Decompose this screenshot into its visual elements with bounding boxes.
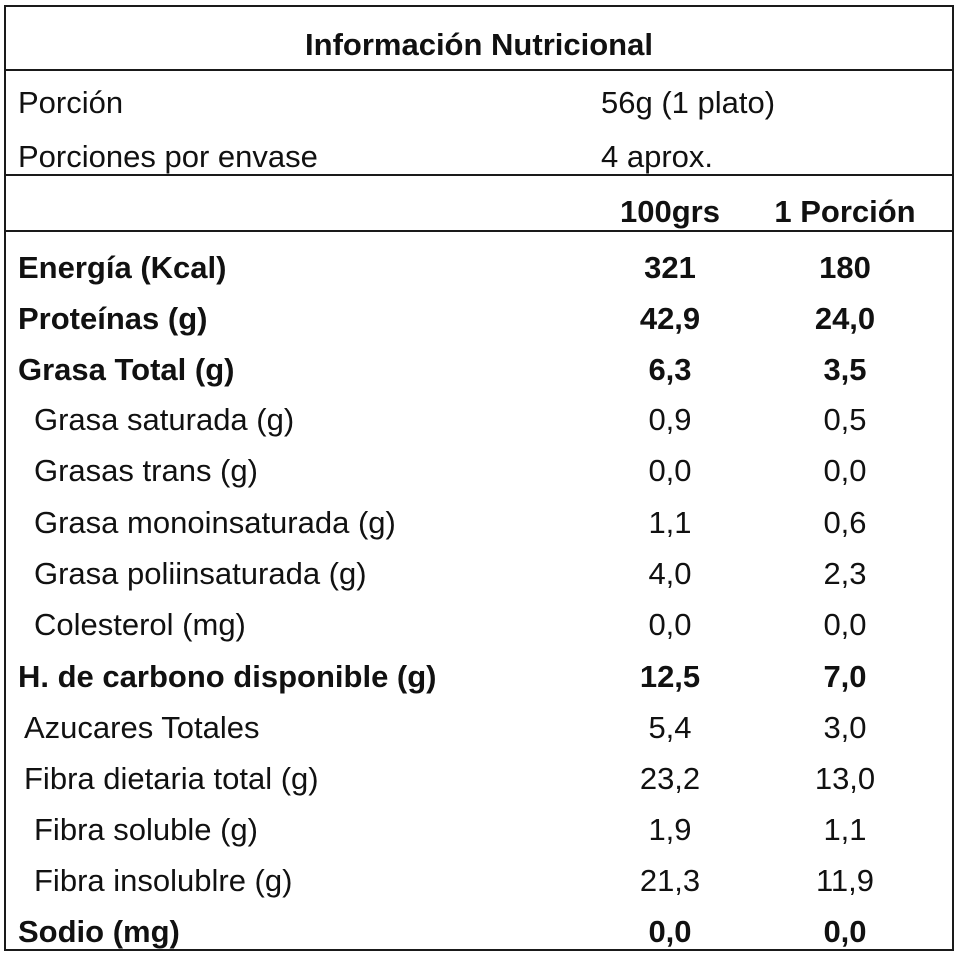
nutrient-per100: 21,3: [639, 863, 701, 898]
divider-title: [6, 69, 952, 71]
nutrient-label: Sodio (mg): [18, 914, 180, 949]
nutrient-per-serving: 0,0: [823, 914, 867, 949]
nutrient-per100: 23,2: [639, 761, 701, 796]
nutrient-per-serving: 11,9: [815, 863, 875, 898]
nutrient-label: Energía (Kcal): [18, 250, 227, 285]
servings-per-container-label: Porciones por envase: [18, 139, 318, 174]
nutrient-per100: 0,0: [648, 453, 692, 488]
nutrient-label: Fibra dietaria total (g): [24, 761, 319, 796]
nutrient-label: Grasa saturada (g): [34, 402, 295, 437]
nutrient-per-serving: 2,3: [823, 556, 867, 591]
nutrient-per100: 0,9: [648, 402, 692, 437]
nutrient-per100: 0,0: [648, 607, 692, 642]
nutrient-label: Grasa poliinsaturada (g): [34, 556, 367, 591]
nutrient-per-serving: 1,1: [823, 812, 867, 847]
nutrient-per100: 321: [644, 250, 696, 285]
serving-value: 56g (1 plato): [601, 85, 776, 120]
divider-serving: [6, 174, 952, 176]
nutrient-per100: 12,5: [639, 659, 701, 694]
servings-per-container-value: 4 aprox.: [601, 139, 714, 174]
nutrient-per100: 4,0: [648, 556, 692, 591]
serving-label: Porción: [18, 85, 124, 120]
nutrient-per-serving: 0,0: [823, 453, 867, 488]
nutrient-per100: 1,1: [648, 505, 692, 540]
nutrient-label: H. de carbono disponible (g): [18, 659, 437, 694]
nutrient-label: Grasa Total (g): [18, 352, 235, 387]
nutrient-label: Grasas trans (g): [34, 453, 258, 488]
nutrient-per-serving: 0,6: [823, 505, 867, 540]
table-title: Información Nutricional: [305, 27, 653, 62]
nutrient-per100: 0,0: [648, 914, 692, 949]
nutrient-per100: 42,9: [639, 301, 701, 336]
divider-header: [6, 230, 952, 232]
nutrient-per100: 1,9: [648, 812, 692, 847]
nutrient-per-serving: 0,0: [823, 607, 867, 642]
column-header-per100: 100grs: [620, 194, 720, 229]
column-header-per-serving: 1 Porción: [774, 194, 916, 229]
nutrient-per100: 5,4: [648, 710, 692, 745]
nutrient-per-serving: 24,0: [814, 301, 876, 336]
nutrient-label: Fibra insolublre (g): [34, 863, 293, 898]
nutrient-label: Colesterol (mg): [34, 607, 246, 642]
nutrition-facts-table: Información Nutricional Porción 56g (1 p…: [4, 5, 954, 951]
nutrient-per-serving: 13,0: [814, 761, 876, 796]
nutrient-per100: 6,3: [648, 352, 692, 387]
nutrient-per-serving: 7,0: [823, 659, 867, 694]
nutrient-per-serving: 3,0: [823, 710, 867, 745]
nutrient-label: Grasa monoinsaturada (g): [34, 505, 396, 540]
nutrient-per-serving: 3,5: [823, 352, 867, 387]
nutrient-per-serving: 180: [819, 250, 871, 285]
nutrient-label: Proteínas (g): [18, 301, 208, 336]
nutrient-per-serving: 0,5: [823, 402, 867, 437]
nutrient-label: Fibra soluble (g): [34, 812, 258, 847]
nutrient-label: Azucares Totales: [24, 710, 260, 745]
